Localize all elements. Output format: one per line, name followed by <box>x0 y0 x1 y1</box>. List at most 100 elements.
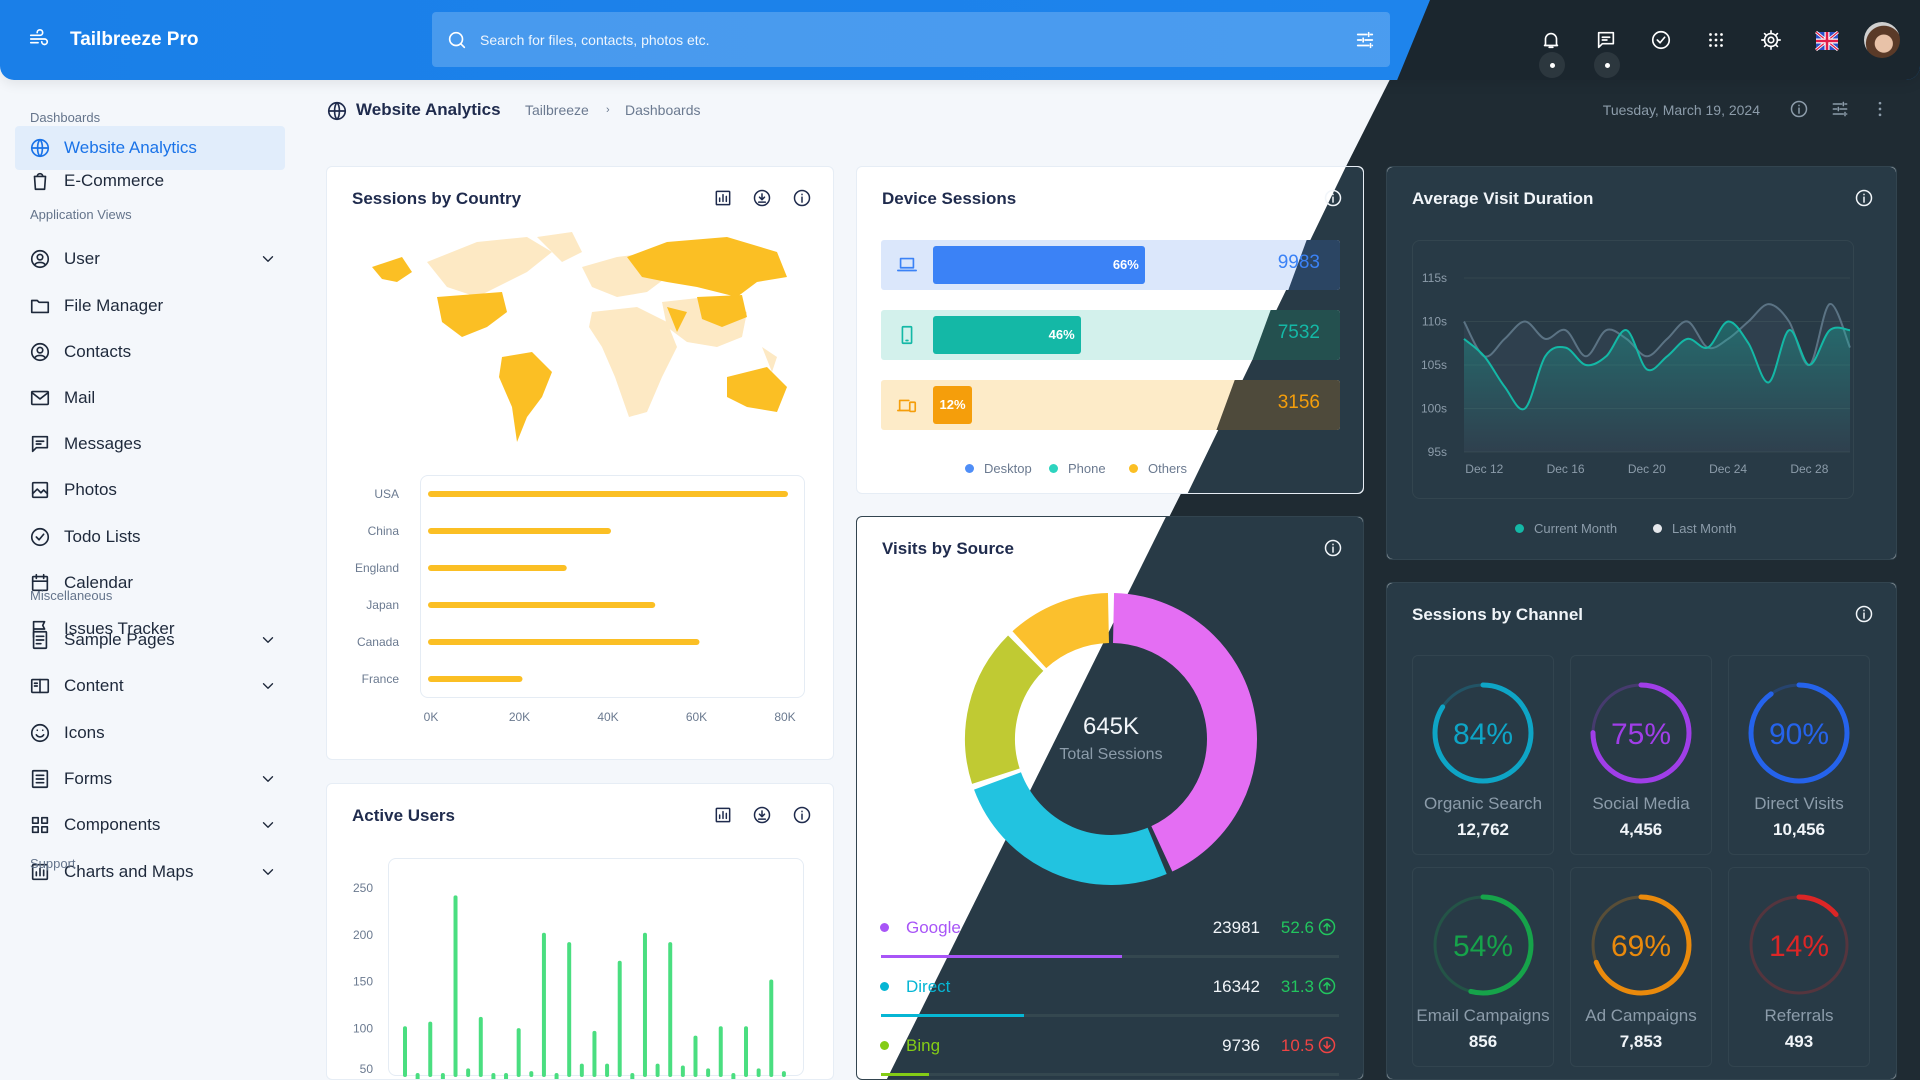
wind-logo-icon <box>28 28 50 50</box>
channel-card-ad-campaigns[interactable]: 69% Ad Campaigns 7,853 <box>1570 867 1712 1067</box>
mail-icon <box>29 387 51 409</box>
sidebar-item-website-analytics[interactable]: Website Analytics <box>15 126 285 170</box>
source-row-direct[interactable]: Direct 16342 31.3 <box>857 967 1365 1017</box>
legend-item-phone[interactable]: Phone <box>1049 461 1106 476</box>
search-bar[interactable] <box>432 12 1390 67</box>
search-input[interactable] <box>480 31 1354 48</box>
user-icon <box>29 248 51 270</box>
tasks-check-icon[interactable] <box>1650 29 1674 53</box>
sidebar-item-e-commerce[interactable]: E-Commerce <box>15 159 285 203</box>
source-value: 23981 <box>1212 918 1260 937</box>
breadcrumb-dashboards[interactable]: Dashboards <box>625 102 701 118</box>
channel-progress-ring: 54% <box>1432 894 1534 996</box>
chevron-down-icon[interactable] <box>259 863 277 881</box>
x-tick-label: Dec 20 <box>1628 462 1666 476</box>
channel-value: 4,456 <box>1619 820 1663 839</box>
chevron-down-icon[interactable] <box>259 250 277 268</box>
sidebar-item-messages[interactable]: Messages <box>15 422 285 466</box>
source-progress-fill <box>881 1014 1025 1017</box>
channel-card-referrals[interactable]: 14% Referrals 493 <box>1728 867 1870 1067</box>
sidebar-section-title: Miscellaneous <box>30 588 113 603</box>
world-map <box>372 232 787 442</box>
apps-grid-icon[interactable] <box>1705 29 1729 53</box>
sidebar-item-charts-and-maps[interactable]: Charts and Maps <box>15 850 285 894</box>
legend-dot <box>1515 524 1524 533</box>
sidebar-item-forms[interactable]: Forms <box>15 757 285 801</box>
channel-percent: 75% <box>1611 718 1671 751</box>
uk-flag-icon[interactable] <box>1815 29 1839 53</box>
source-change: 31.3 <box>1280 977 1314 996</box>
settings-sliders-icon[interactable] <box>1830 99 1850 119</box>
channel-progress-ring: 69% <box>1590 894 1692 996</box>
chevron-down-icon[interactable] <box>259 631 277 649</box>
sidebar-item-content[interactable]: Content <box>15 664 285 708</box>
sidebar-item-label: Mail <box>64 388 96 407</box>
sidebar-item-photos[interactable]: Photos <box>15 468 285 512</box>
info-icon[interactable] <box>792 188 812 208</box>
legend-item-others[interactable]: Others <box>1129 461 1187 476</box>
sidebar-item-label: File Manager <box>64 296 164 315</box>
sidebar-item-issues-tracker[interactable]: Issues Tracker <box>15 607 285 651</box>
user-avatar[interactable] <box>1864 22 1900 58</box>
chevron-down-icon[interactable] <box>259 677 277 695</box>
channel-card-direct-visits[interactable]: 90% Direct Visits 10,456 <box>1728 655 1870 855</box>
y-tick-label: 100 <box>353 1021 373 1035</box>
card-title: Device Sessions <box>882 189 1017 208</box>
source-row-bing[interactable]: Bing 9736 10.5 <box>857 1026 1365 1076</box>
bar-chart-icon[interactable] <box>713 188 733 208</box>
laptop-icon <box>896 254 918 276</box>
breadcrumb-tailbreeze[interactable]: Tailbreeze <box>525 102 589 118</box>
legend-item[interactable]: Last Month <box>1653 521 1736 536</box>
devices-icon <box>896 394 918 416</box>
sidebar-item-calendar[interactable]: Calendar <box>15 561 285 605</box>
arrow-up-circle-icon <box>1317 976 1337 996</box>
info-icon[interactable] <box>1789 99 1809 119</box>
download-icon[interactable] <box>752 805 772 825</box>
sidebar-item-components[interactable]: Components <box>15 803 285 847</box>
source-dot <box>880 1041 889 1050</box>
columns-icon <box>29 675 51 697</box>
channel-card-social-media[interactable]: 75% Social Media 4,456 <box>1570 655 1712 855</box>
sidebar-item-todo-lists[interactable]: Todo Lists <box>15 515 285 559</box>
legend-item[interactable]: Current Month <box>1515 521 1617 536</box>
donut-segment[interactable] <box>974 771 1167 885</box>
sidebar-item-mail[interactable]: Mail <box>15 376 285 420</box>
legend-item-desktop[interactable]: Desktop <box>965 461 1032 476</box>
chevron-down-icon[interactable] <box>259 816 277 834</box>
more-vertical-icon[interactable] <box>1870 99 1890 119</box>
source-name: Bing <box>906 1036 941 1055</box>
info-icon[interactable] <box>1854 604 1874 624</box>
sidebar-item-label: Calendar <box>64 573 133 592</box>
sidebar-item-label: Content <box>64 676 124 695</box>
country-label: France <box>362 672 400 686</box>
info-icon[interactable] <box>1323 188 1343 208</box>
download-icon[interactable] <box>752 188 772 208</box>
sidebar-item-sample-pages[interactable]: Sample Pages <box>15 618 285 662</box>
channel-percent: 14% <box>1769 930 1829 963</box>
channel-progress-ring: 90% <box>1748 682 1850 784</box>
channel-card-organic-search[interactable]: 84% Organic Search 12,762 <box>1412 655 1554 855</box>
sidebar-item-file-manager[interactable]: File Manager <box>15 284 285 328</box>
sidebar-item-contacts[interactable]: Contacts <box>15 330 285 374</box>
sessions-by-channel-card: Sessions by Channel 84% Organic Search 12,… <box>1386 582 1897 1080</box>
device-row-others: 12% 3156 <box>881 380 1340 430</box>
card-title: Sessions by Channel <box>1412 605 1583 624</box>
sidebar-item-icons[interactable]: Icons <box>15 711 285 755</box>
x-tick-label: 80K <box>774 710 795 724</box>
info-icon[interactable] <box>792 805 812 825</box>
chevron-down-icon[interactable] <box>259 770 277 788</box>
messages-icon[interactable] <box>1595 29 1619 53</box>
channel-card-email-campaigns[interactable]: 54% Email Campaigns 856 <box>1412 867 1554 1067</box>
sidebar-item-label: Issues Tracker <box>64 619 175 638</box>
donut-segment[interactable] <box>1012 593 1110 669</box>
sidebar-item-user[interactable]: User <box>15 237 285 281</box>
form-icon <box>29 768 51 790</box>
filter-sliders-icon[interactable] <box>1354 29 1376 51</box>
bell-icon[interactable] <box>1540 29 1564 53</box>
card-title: Active Users <box>352 806 456 825</box>
source-row-google[interactable]: Google 23981 52.6 <box>857 908 1365 958</box>
gear-icon[interactable] <box>1760 29 1784 53</box>
bar-chart-icon[interactable] <box>713 805 733 825</box>
country-label: China <box>368 524 400 538</box>
